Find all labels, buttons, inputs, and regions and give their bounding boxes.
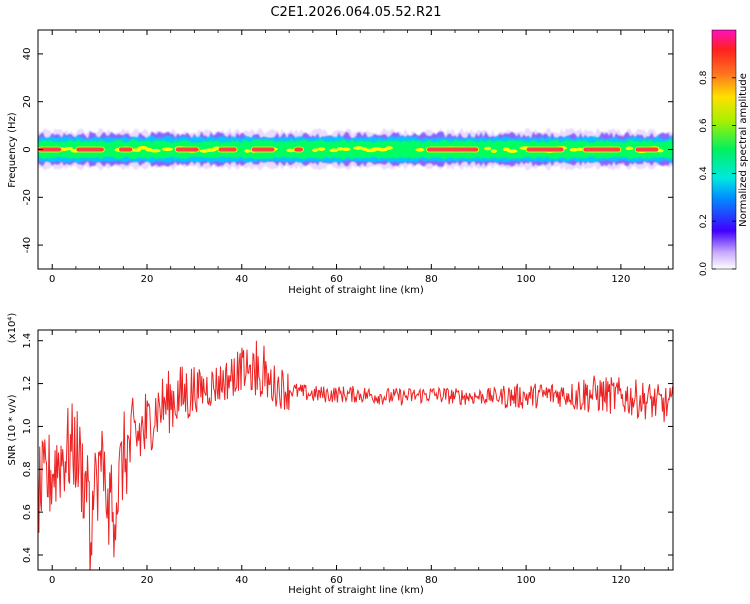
spectrogram-hot-spot bbox=[625, 146, 634, 151]
colorbar-tick-label: 0.2 bbox=[699, 214, 709, 228]
snr-plot-area bbox=[38, 340, 673, 570]
x-tick-label: 100 bbox=[517, 274, 536, 285]
spectrogram-hot-spot bbox=[490, 149, 497, 153]
spectrogram-hot-spot bbox=[569, 148, 579, 152]
y-tick-label: 1.0 bbox=[22, 418, 33, 434]
x-tick-label: 120 bbox=[611, 274, 630, 285]
spectrogram-strong-segment bbox=[175, 146, 200, 153]
spectrogram-hot-spot bbox=[415, 147, 425, 152]
spectrogram-strong-segment bbox=[250, 146, 276, 153]
spectrogram-hot-spot bbox=[286, 148, 295, 153]
colorbar-gradient bbox=[711, 29, 737, 270]
y-tick-label: 0.4 bbox=[22, 547, 33, 563]
y-tick-label: -20 bbox=[22, 189, 33, 205]
colorbar-tick-label: 0.6 bbox=[699, 118, 709, 133]
spectrogram-strong-segment bbox=[634, 146, 660, 153]
spectrogram-hot-spot bbox=[341, 147, 351, 152]
snr-ylabel: SNR (10 * v/v) bbox=[7, 394, 18, 465]
x-tick-label: 80 bbox=[425, 274, 438, 285]
x-tick-label: 100 bbox=[517, 575, 536, 586]
x-tick-label: 0 bbox=[49, 274, 55, 285]
spectrogram-strong-segment bbox=[426, 146, 480, 153]
spectrogram-ylabel: Frequency (Hz) bbox=[7, 112, 18, 188]
spectrogram-panel: 0 20 40 60 80 100 120 40 20 0 -20 -40 Height of str… bbox=[7, 29, 674, 296]
spectrogram-hot-spot bbox=[137, 146, 149, 150]
colorbar-tick-label: 0.8 bbox=[699, 70, 709, 85]
x-tick-label: 20 bbox=[141, 575, 154, 586]
spectrogram-hot-spot bbox=[577, 147, 584, 152]
spectrogram-strong-segment bbox=[525, 146, 565, 153]
snr-xlabel: Height of straight line (km) bbox=[288, 585, 424, 596]
spectrogram-axes: 0 20 40 60 80 100 120 40 20 0 -20 -40 bbox=[22, 30, 673, 285]
spectrogram-hot-spot bbox=[484, 146, 492, 151]
y-tick-label: 1.4 bbox=[22, 333, 33, 349]
snr-series-line bbox=[38, 340, 673, 570]
spectrogram-hot-spot bbox=[329, 148, 339, 153]
snr-axes: 0 20 40 60 80 100 120 0.4 0.6 0.8 1.0 1.2 1.4 bbox=[22, 330, 673, 586]
y-tick-label: 1.2 bbox=[22, 376, 33, 392]
colorbar-label: Normalized spectral amplitude bbox=[738, 73, 749, 227]
spectrogram-hot-spot bbox=[244, 149, 251, 153]
spectrogram-hot-spot bbox=[336, 147, 344, 151]
spectrogram-hot-spot bbox=[385, 146, 393, 150]
spectrogram-strong-segment bbox=[75, 146, 105, 153]
colorbar: 0.0 0.2 0.4 0.6 0.8 Normalized spectral ampl… bbox=[699, 29, 749, 276]
x-tick-label: 60 bbox=[330, 575, 343, 586]
y-tick-label: 0 bbox=[22, 146, 33, 152]
y-tick-label: 40 bbox=[22, 48, 33, 61]
spectrogram-hot-spot bbox=[317, 147, 326, 151]
snr-multiplier: (x10⁴) bbox=[7, 313, 18, 344]
y-tick-label: 0.6 bbox=[22, 504, 33, 520]
spectrogram-strong-segment bbox=[38, 146, 63, 153]
x-tick-label: 80 bbox=[425, 575, 438, 586]
x-tick-label: 60 bbox=[330, 274, 343, 285]
x-tick-label: 120 bbox=[611, 575, 630, 586]
x-tick-label: 0 bbox=[49, 575, 55, 586]
snr-frame bbox=[37, 329, 674, 571]
spectrogram-plot-area bbox=[38, 127, 673, 171]
y-tick-label: 20 bbox=[22, 95, 33, 108]
x-tick-label: 40 bbox=[235, 274, 248, 285]
spectrogram-hot-spot bbox=[161, 147, 174, 152]
y-tick-label: -40 bbox=[22, 237, 33, 253]
snr-panel: 0 20 40 60 80 100 120 0.4 0.6 0.8 1.0 1.2 1.4 Height… bbox=[7, 313, 674, 596]
spectrogram-strong-segment bbox=[582, 146, 622, 153]
page-title: C2E1.2026.064.05.52.R21 bbox=[270, 5, 441, 20]
spectrogram-hot-spot bbox=[132, 148, 142, 153]
x-tick-label: 20 bbox=[141, 274, 154, 285]
spectrogram-hot-spot bbox=[378, 147, 388, 152]
colorbar-tick-label: 0.0 bbox=[699, 262, 709, 277]
spectrogram-strong-segment bbox=[118, 146, 134, 153]
spectrogram-hot-spot bbox=[507, 149, 518, 153]
y-tick-label: 0.8 bbox=[22, 461, 33, 477]
spectrogram-hot-spot bbox=[352, 146, 364, 150]
colorbar-ticks: 0.0 0.2 0.4 0.6 0.8 bbox=[699, 70, 736, 276]
spectrogram-strong-segment bbox=[293, 146, 304, 153]
spectrogram-hot-spot bbox=[149, 148, 161, 153]
x-tick-label: 40 bbox=[235, 575, 248, 586]
spectrogram-hot-spot bbox=[312, 148, 319, 152]
spectrogram-strong-segment bbox=[217, 146, 238, 153]
spectrogram-xlabel: Height of straight line (km) bbox=[288, 285, 424, 296]
colorbar-tick-label: 0.4 bbox=[699, 166, 709, 181]
spectrogram-hot-spot bbox=[64, 146, 73, 151]
